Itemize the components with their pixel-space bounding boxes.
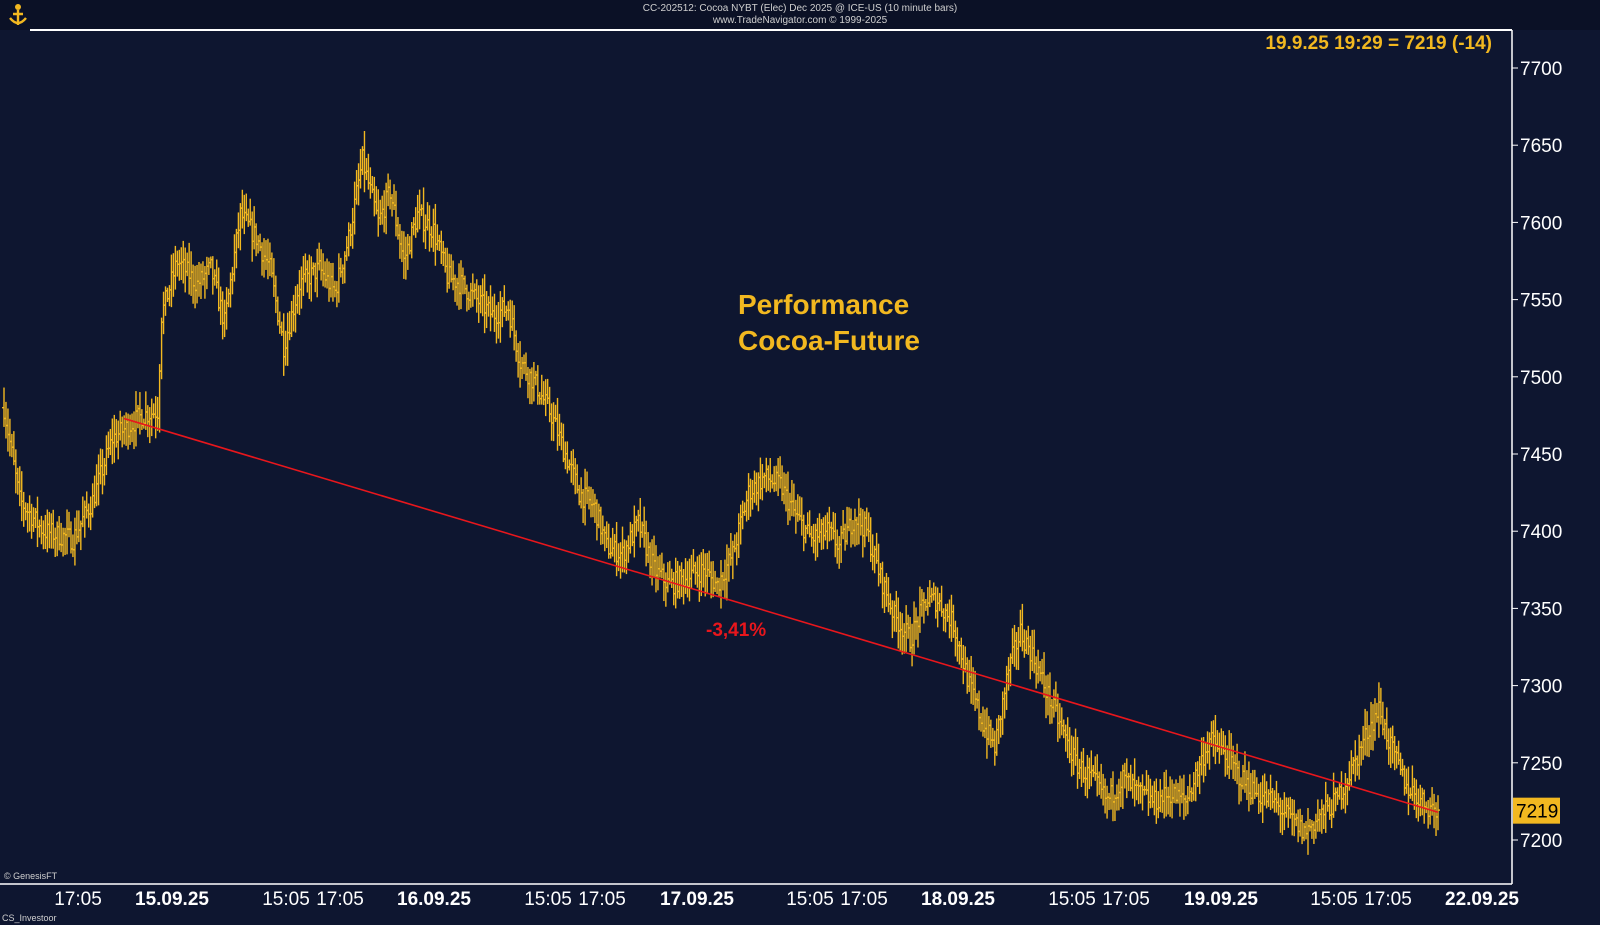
y-tick-label: 7450	[1520, 445, 1562, 466]
x-tick-label: 15:05	[262, 889, 310, 910]
x-tick-label: 19.09.25	[1184, 889, 1258, 910]
x-tick-label: 17:05	[578, 889, 626, 910]
x-tick-label: 17:05	[316, 889, 364, 910]
x-tick-label: 16.09.25	[397, 889, 471, 910]
y-tick-label: 7700	[1520, 59, 1562, 80]
x-tick-label: 22.09.25	[1445, 889, 1519, 910]
ohlc-bar	[1436, 795, 1440, 831]
x-tick-label: 17:05	[54, 889, 102, 910]
y-tick-label: 7250	[1520, 754, 1562, 775]
y-tick-label: 7300	[1520, 677, 1562, 698]
x-tick-label: 15:05	[786, 889, 834, 910]
chart-header-line-1: CC-202512: Cocoa NYBT (Elec) Dec 2025 @ …	[642, 3, 958, 14]
logo-icon	[9, 4, 27, 25]
last-price-tag	[1513, 797, 1560, 824]
header-strip	[0, 0, 1600, 30]
last-price-readout: 19.9.25 19:29 = 7219 (-14)	[1265, 33, 1492, 54]
y-axis-ticks: 7200 7250 7300 7350 7400 7450 7500 7550 7600 7650…	[1512, 59, 1562, 852]
y-tick-label: 7200	[1520, 831, 1562, 852]
y-tick-label: 7650	[1520, 136, 1562, 157]
author-label: CS_Investoor	[2, 913, 57, 923]
chart-title-line-2: Cocoa-Future	[738, 325, 920, 356]
last-price-tag-text: 7219	[1516, 802, 1558, 823]
x-tick-label: 17.09.25	[660, 889, 734, 910]
x-tick-label: 17:05	[1102, 889, 1150, 910]
copyright-label: © GenesisFT	[4, 871, 58, 881]
trendline	[123, 417, 1439, 813]
x-axis-ticks: 17:05 15.09.25 15:05 17:05 16.09.25 15:05 17:0…	[54, 889, 1519, 910]
y-tick-label: 7600	[1520, 213, 1562, 234]
y-tick-label: 7350	[1520, 599, 1562, 620]
chart-title-line-1: Performance	[738, 289, 909, 320]
x-tick-label: 15:05	[1310, 889, 1358, 910]
chart-header-line-2: www.TradeNavigator.com © 1999-2025	[712, 15, 888, 26]
trendline-label: -3,41%	[706, 620, 766, 641]
y-tick-label: 7500	[1520, 368, 1562, 389]
x-tick-label: 15.09.25	[135, 889, 209, 910]
x-tick-label: 15:05	[524, 889, 572, 910]
y-tick-label: 7400	[1520, 522, 1562, 543]
x-tick-label: 17:05	[840, 889, 888, 910]
y-tick-label: 7550	[1520, 291, 1562, 312]
ohlc-bars	[2, 130, 1440, 855]
x-tick-label: 15:05	[1048, 889, 1096, 910]
x-tick-label: 17:05	[1364, 889, 1412, 910]
x-tick-label: 18.09.25	[921, 889, 995, 910]
